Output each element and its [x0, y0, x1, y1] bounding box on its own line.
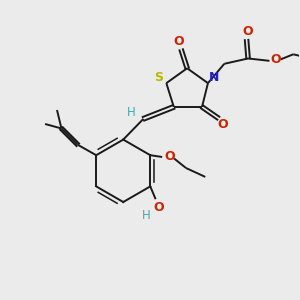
Text: O: O [164, 150, 175, 163]
Text: O: O [242, 25, 253, 38]
Text: O: O [218, 118, 228, 131]
Text: S: S [154, 71, 164, 84]
Text: O: O [271, 52, 281, 66]
Text: O: O [173, 35, 184, 48]
Text: H: H [127, 106, 135, 119]
Text: H: H [142, 209, 151, 222]
Text: O: O [153, 201, 164, 214]
Text: N: N [209, 71, 219, 84]
